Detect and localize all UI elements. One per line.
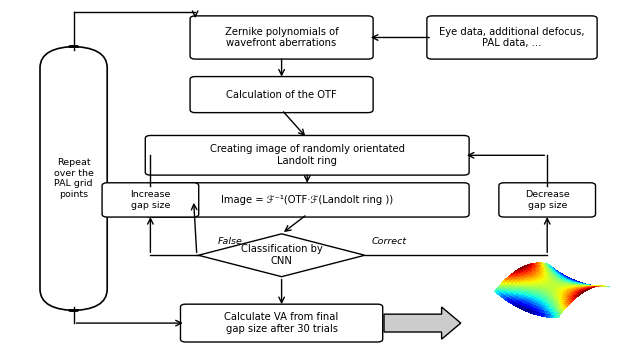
FancyBboxPatch shape: [427, 16, 597, 59]
FancyBboxPatch shape: [145, 136, 469, 175]
Text: Zernike polynomials of
wavefront aberrations: Zernike polynomials of wavefront aberrat…: [225, 27, 339, 48]
Text: Repeat
over the
PAL grid
points: Repeat over the PAL grid points: [54, 159, 93, 198]
Text: Calculate VA from final
gap size after 30 trials: Calculate VA from final gap size after 3…: [225, 312, 339, 334]
Text: Eye data, additional defocus,
PAL data, ...: Eye data, additional defocus, PAL data, …: [439, 27, 585, 48]
Text: Image = ℱ⁻¹(OTF·ℱ(Landolt ring )): Image = ℱ⁻¹(OTF·ℱ(Landolt ring )): [221, 195, 393, 205]
Polygon shape: [384, 307, 461, 339]
Text: Creating image of randomly orientated
Landolt ring: Creating image of randomly orientated La…: [210, 145, 404, 166]
FancyBboxPatch shape: [180, 304, 383, 342]
FancyBboxPatch shape: [145, 183, 469, 217]
FancyBboxPatch shape: [190, 16, 373, 59]
Polygon shape: [198, 234, 365, 277]
FancyBboxPatch shape: [499, 183, 595, 217]
Text: Increase
gap size: Increase gap size: [130, 190, 171, 210]
Text: Correct: Correct: [371, 237, 406, 246]
FancyBboxPatch shape: [102, 183, 198, 217]
FancyBboxPatch shape: [190, 77, 373, 113]
Text: Decrease
gap size: Decrease gap size: [525, 190, 570, 210]
FancyBboxPatch shape: [40, 46, 108, 311]
Text: False: False: [218, 237, 243, 246]
Text: Classification by
CNN: Classification by CNN: [241, 245, 323, 266]
Text: Calculation of the OTF: Calculation of the OTF: [226, 90, 337, 100]
